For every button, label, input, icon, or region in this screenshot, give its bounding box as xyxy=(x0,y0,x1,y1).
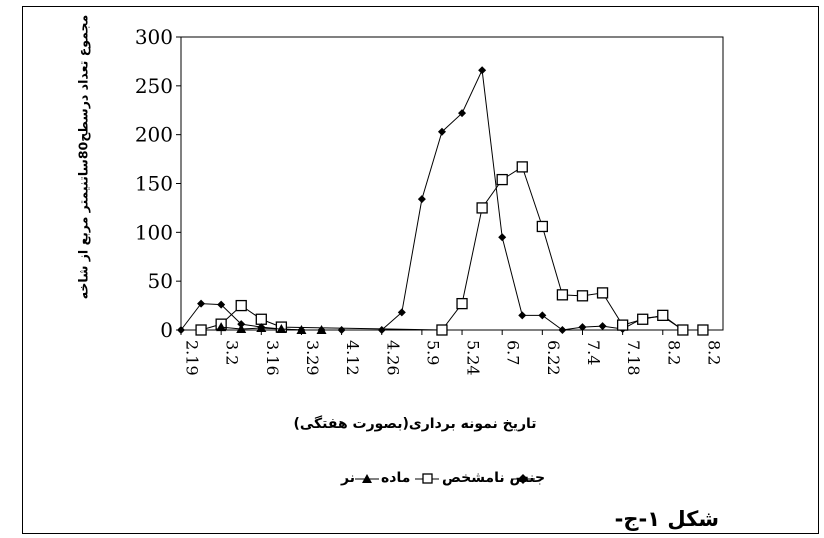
y-tick-label: 250 xyxy=(135,74,173,98)
data-point-square xyxy=(436,324,448,336)
data-point-square xyxy=(476,202,488,214)
data-point-diamond xyxy=(337,326,346,334)
data-point-square xyxy=(657,309,669,322)
x-tick-label: 7.4 xyxy=(584,340,603,365)
x-tick-label: 3.16 xyxy=(263,340,282,376)
data-point-square xyxy=(697,324,709,336)
data-point-diamond xyxy=(458,109,467,118)
data-point-diamond xyxy=(598,322,607,331)
data-point-diamond xyxy=(538,311,547,320)
data-point-triangle xyxy=(236,324,247,334)
series-line xyxy=(221,326,322,331)
data-point-diamond xyxy=(498,233,507,242)
data-point-diamond xyxy=(518,311,527,320)
data-point-square xyxy=(255,313,267,325)
data-point-square xyxy=(616,319,629,331)
x-tick-label: 6.22 xyxy=(544,340,563,376)
data-point-triangle xyxy=(256,323,267,333)
legend-keys xyxy=(355,473,535,484)
data-point-diamond xyxy=(478,66,487,75)
x-tick-label: 4.26 xyxy=(383,340,402,376)
y-tick-label: 100 xyxy=(135,220,173,244)
data-point-diamond xyxy=(417,195,426,204)
legend-diamond-icon xyxy=(518,474,528,484)
figure-label: شکل ۱-ج- xyxy=(614,507,719,531)
y-tick-label: 300 xyxy=(135,25,173,49)
data-point-diamond xyxy=(217,300,226,309)
x-tick-label: 4.12 xyxy=(343,340,362,376)
data-point-diamond xyxy=(578,323,587,332)
data-point-triangle xyxy=(216,322,227,332)
data-point-square xyxy=(195,324,207,336)
legend-triangle-icon xyxy=(362,474,372,483)
x-axis-label: تاریخ نمونه برداری(بصورت هفتگی) xyxy=(293,416,537,432)
series-line xyxy=(200,166,703,331)
x-tick-label: 8.2 xyxy=(664,340,683,365)
data-point-diamond xyxy=(558,326,567,334)
data-point-diamond xyxy=(437,127,446,136)
data-point-square xyxy=(677,324,689,336)
data-point-square xyxy=(596,287,609,299)
data-point-triangle xyxy=(316,325,327,334)
data-point-square xyxy=(637,313,649,325)
data-point-square xyxy=(456,297,468,310)
plot-area xyxy=(180,36,724,331)
x-tick-label: 3.29 xyxy=(303,340,322,376)
data-point-square xyxy=(516,161,528,173)
data-point-square xyxy=(536,220,548,233)
data-point-square xyxy=(576,290,589,302)
x-tick-label: 2.19 xyxy=(183,340,202,376)
data-point-triangle xyxy=(276,324,287,334)
x-tick-label: 5.24 xyxy=(464,340,483,376)
y-tick-label: 50 xyxy=(148,269,173,293)
line-chart: 0 50 100 150 200 250 300 2.19 3.2 3.16 3.29 4.12 4.2… xyxy=(135,25,724,376)
chart-frame: 0 50 100 150 200 250 300 2.19 3.2 3.16 3.29 4.12 4.2… xyxy=(22,6,819,534)
data-point-diamond xyxy=(377,326,386,334)
x-tick-label: 7.18 xyxy=(624,340,643,376)
data-point-diamond xyxy=(397,308,406,317)
legend-label-female: ماده xyxy=(381,470,411,486)
data-point-diamond xyxy=(197,299,206,308)
legend-label-male: نر xyxy=(341,470,355,486)
data-point-triangle xyxy=(296,325,307,334)
legend: نر ماده جنس نامشخص xyxy=(341,470,545,488)
legend-label-unknown: جنس نامشخص xyxy=(442,470,546,486)
x-tick-label: 5.9 xyxy=(423,340,442,365)
data-point-square xyxy=(496,173,508,186)
data-point-diamond xyxy=(177,326,185,334)
data-point-square xyxy=(556,289,569,301)
x-tick-label: 6.7 xyxy=(504,340,523,365)
y-tick-label: 200 xyxy=(135,123,173,147)
x-tick-label: 8.2 xyxy=(704,340,723,365)
series-line xyxy=(180,68,703,331)
legend-square-icon xyxy=(422,473,433,484)
x-tick-label: 3.2 xyxy=(223,340,242,365)
y-tick-label: 150 xyxy=(135,172,173,196)
y-axis-label: مجموع تعداد درسطح80ساتنیمتر مربع از شاخه xyxy=(75,14,91,300)
y-tick-label: 0 xyxy=(160,318,173,342)
data-point-square xyxy=(235,299,247,312)
